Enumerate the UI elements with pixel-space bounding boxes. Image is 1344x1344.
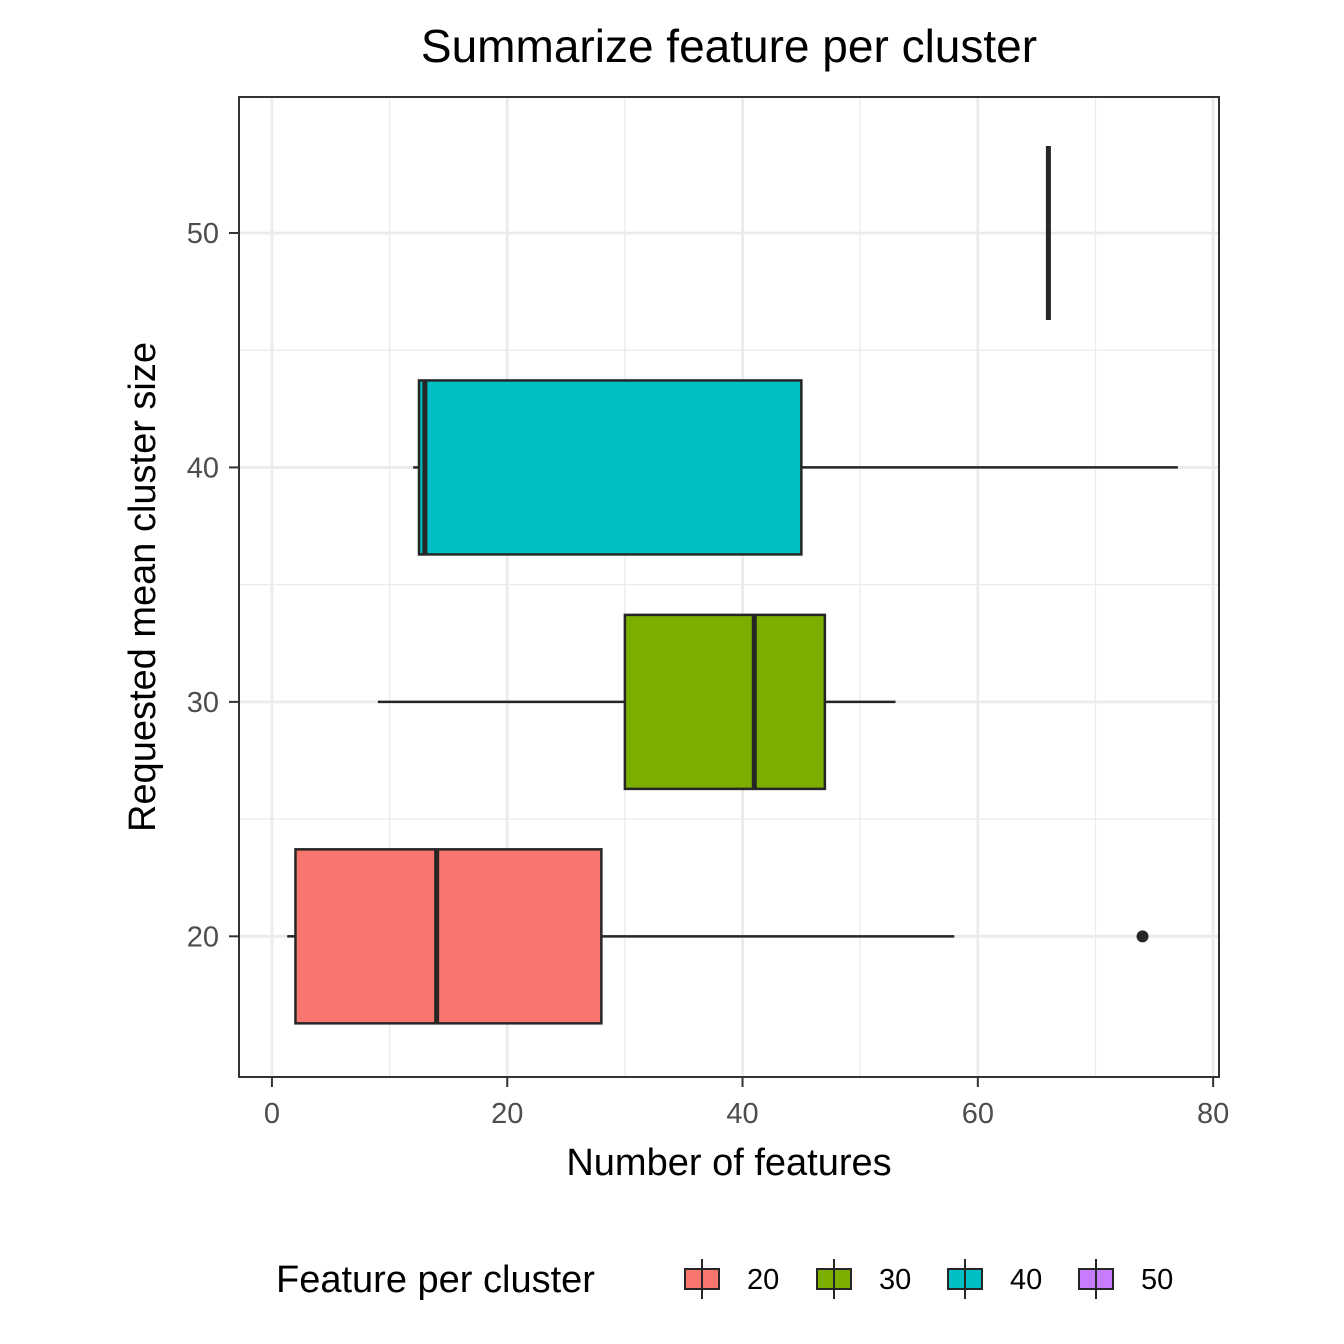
x-axis-title: Number of features: [566, 1142, 891, 1184]
box-40: [417, 379, 803, 556]
y-tick-label: 40: [187, 452, 219, 484]
x-axis: 0 20 40 60 80: [264, 1077, 1229, 1130]
y-axis-title: Requested mean cluster size: [122, 342, 164, 832]
x-tick-label: 60: [962, 1098, 994, 1130]
x-tick-label: 0: [264, 1098, 280, 1130]
x-tick-label: 20: [491, 1098, 523, 1130]
y-tick-label: 20: [187, 921, 219, 953]
plot-border: [238, 96, 1220, 1078]
box-group-20: [287, 848, 1149, 1025]
legend-label: 50: [1141, 1264, 1173, 1296]
legend: Feature per cluster 20 30 40 50: [276, 1259, 1173, 1301]
box-30: [623, 613, 827, 791]
legend-title: Feature per cluster: [276, 1259, 595, 1301]
x-tick-label: 80: [1197, 1098, 1229, 1130]
legend-item-20: 20: [684, 1259, 779, 1299]
chart-title: Summarize feature per cluster: [421, 20, 1037, 72]
x-tick-label: 40: [726, 1098, 758, 1130]
y-tick-label: 50: [187, 218, 219, 250]
box-20: [294, 848, 603, 1025]
legend-label: 40: [1010, 1264, 1042, 1296]
box-group-30: [377, 613, 896, 791]
legend-item-40: 40: [947, 1259, 1042, 1299]
boxplot-series: [287, 145, 1178, 1025]
minor-gridlines: [239, 97, 1219, 1077]
legend-item-50: 50: [1078, 1259, 1173, 1299]
legend-label: 20: [747, 1264, 779, 1296]
legend-item-30: 30: [816, 1259, 911, 1299]
box-group-40: [413, 379, 1178, 556]
outlier-point: [1136, 930, 1149, 943]
legend-label: 30: [879, 1264, 911, 1296]
y-tick-label: 30: [187, 687, 219, 719]
y-axis: 20 30 40 50: [187, 218, 239, 953]
